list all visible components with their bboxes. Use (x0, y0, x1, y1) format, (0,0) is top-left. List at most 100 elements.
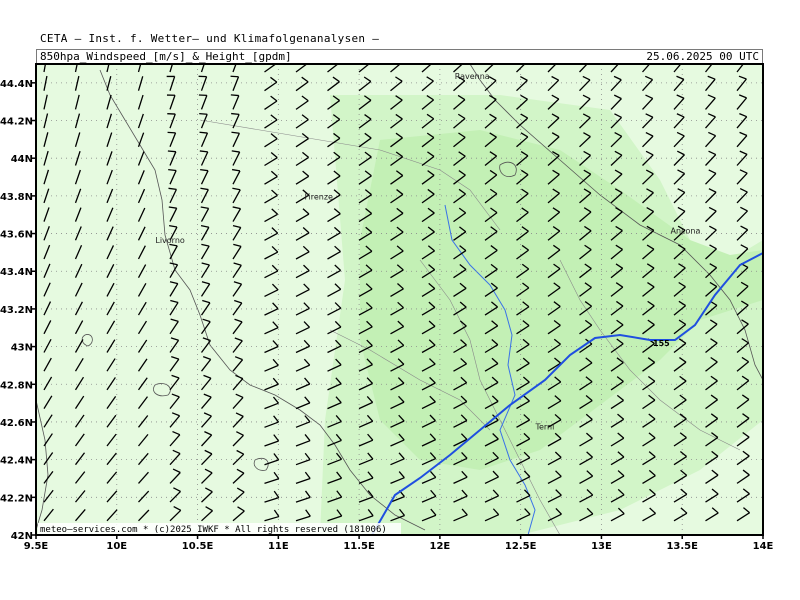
wind-barb-feather (552, 244, 561, 251)
wind-barb-staff (390, 193, 404, 204)
wind-barb-feather (273, 490, 280, 499)
wind-barb-staff (43, 150, 49, 166)
wind-barb-feather (523, 432, 531, 440)
wind-barb-staff (201, 472, 213, 484)
lat-tick-label: 42.6N (0, 418, 33, 429)
wind-barb-staff (232, 170, 241, 185)
wind-barb-staff (43, 433, 53, 447)
wind-barb-staff (43, 94, 48, 110)
wind-barb-feather (232, 206, 241, 210)
wind-barb-staff (358, 326, 373, 335)
wind-barb-feather (741, 300, 749, 306)
wind-barb-staff (232, 208, 242, 222)
lon-tick-label: 10E (106, 541, 127, 552)
wind-barb-staff (264, 402, 279, 410)
lon-tick-label: 12E (430, 541, 451, 552)
wind-barb-feather (647, 300, 655, 307)
wind-barb-staff (327, 250, 341, 260)
wind-barb-staff (705, 210, 717, 223)
wind-barb-staff (106, 226, 114, 241)
wind-barb-feather (335, 396, 342, 404)
wind-barb-feather (169, 262, 178, 266)
wind-barb-staff (736, 116, 748, 129)
city-label: Ravenna (455, 72, 490, 81)
wind-barb-feather (492, 433, 499, 440)
wind-barb-staff (137, 170, 145, 185)
wind-barb-staff (74, 282, 83, 297)
wind-barb-feather (333, 170, 341, 177)
wind-barb-feather (363, 76, 372, 82)
wind-barb-staff (547, 456, 562, 466)
wind-barb-staff (642, 173, 654, 185)
lon-tick-label: 14E (753, 541, 774, 552)
wind-barb-feather (677, 150, 685, 156)
wind-barb-staff (358, 382, 373, 391)
wind-barb-staff (547, 230, 561, 241)
wind-barb-feather (709, 319, 718, 325)
wind-barb-staff (484, 400, 499, 410)
wind-barb-staff (358, 194, 372, 204)
wind-barb-feather (430, 508, 437, 516)
wind-barb-staff (642, 116, 654, 129)
wind-barb-staff (137, 151, 145, 166)
wind-barb-staff (484, 174, 498, 185)
wind-barb-staff (106, 509, 118, 522)
wind-barb-feather (459, 301, 467, 308)
wind-barb-staff (547, 155, 560, 166)
wind-barb-feather (397, 339, 405, 346)
wind-barb-feather (396, 264, 404, 271)
wind-barb-staff (106, 358, 116, 372)
wind-barb-feather (429, 376, 436, 384)
wind-barb-staff (106, 490, 118, 503)
wind-barb-feather (648, 469, 656, 477)
wind-barb-staff (295, 515, 311, 522)
wind-barb-feather (457, 113, 466, 120)
wind-barb-staff (74, 188, 82, 204)
wind-barb-feather (461, 452, 468, 459)
wind-barb-staff (74, 376, 85, 391)
wind-barb-feather (490, 245, 498, 251)
wind-barb-staff (390, 269, 404, 279)
wind-barb-feather (615, 207, 623, 213)
wind-barb-feather (553, 263, 561, 270)
wind-barb-staff (610, 135, 623, 148)
wind-barb-feather (458, 58, 465, 62)
wind-barb-staff (390, 99, 403, 110)
wind-barb-staff (264, 213, 278, 223)
wind-barb-staff (579, 456, 593, 466)
wind-barb-staff (453, 99, 466, 110)
wind-barb-staff (705, 172, 717, 185)
wind-barb-staff (421, 495, 437, 503)
wind-barb-feather (234, 299, 243, 304)
wind-barb-feather (648, 413, 656, 420)
axes: 9.5E 10E 10.5E 11E 11.5E 12E 12.5E 13E 13.5E 14E 4… (0, 79, 774, 552)
wind-barb-staff (106, 151, 113, 166)
wind-barb-staff (705, 116, 716, 129)
wind-barb-staff (579, 192, 592, 204)
wind-barb-feather (332, 76, 340, 83)
wind-barb-staff (421, 269, 436, 279)
wind-barb-staff (547, 438, 562, 447)
wind-barb-staff (736, 285, 749, 297)
wind-barb-feather (366, 339, 373, 347)
wind-barb-staff (106, 113, 113, 129)
wind-barb-staff (232, 397, 244, 410)
wind-barb-feather (172, 430, 181, 436)
lat-tick-label: 42.4N (0, 456, 33, 467)
wind-barb-feather (365, 283, 373, 290)
wind-barb-feather (488, 76, 497, 82)
wind-barb-feather (708, 131, 716, 137)
wind-barb-staff (200, 377, 212, 391)
wind-barb-feather (520, 113, 528, 119)
wind-barb-staff (610, 79, 622, 92)
wind-barb-staff (516, 419, 530, 428)
wind-barb-staff (547, 362, 561, 372)
wind-barb-staff (232, 378, 244, 391)
wind-barb-feather (234, 356, 243, 361)
wind-barb-feather (203, 393, 212, 398)
wind-barb-feather (366, 414, 374, 422)
wind-barb-feather (586, 432, 593, 439)
wind-barb-staff (547, 324, 561, 335)
wind-barb-feather (585, 376, 593, 383)
wind-barb-feather (676, 58, 683, 61)
